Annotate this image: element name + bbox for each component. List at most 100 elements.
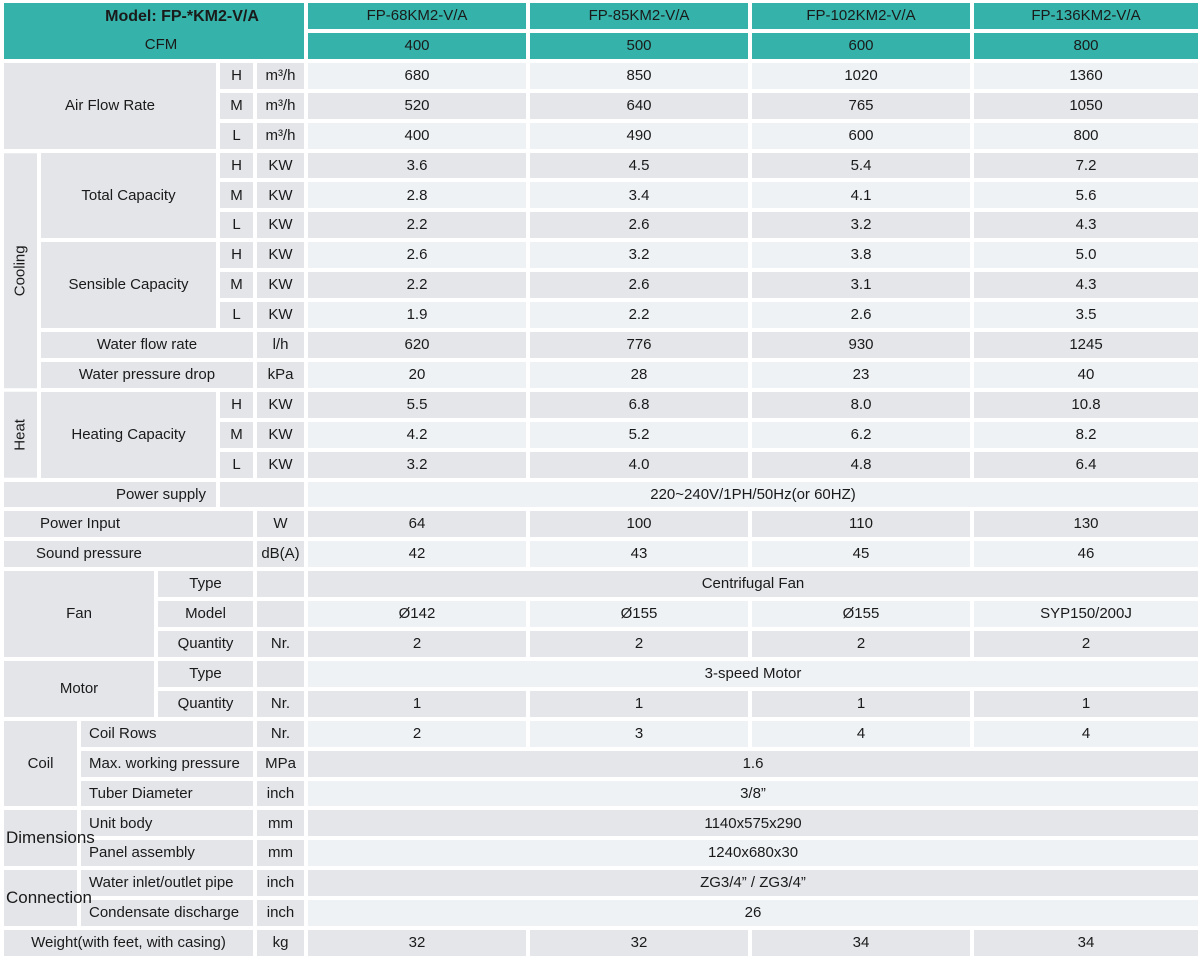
unit-cell: inch xyxy=(257,870,304,897)
value-cell: 4.1 xyxy=(752,182,970,209)
value-cell: 34 xyxy=(752,930,970,956)
section-label-coil: Coil xyxy=(4,720,77,807)
model-series-title: Model: FP-*KM2-V/A xyxy=(105,7,259,25)
value-cell: 42 xyxy=(308,541,526,568)
value-cell: 930 xyxy=(752,331,970,358)
value-cell: 400 xyxy=(308,122,526,149)
table-title-block: Model: FP-*KM2-V/A CFM xyxy=(4,3,304,59)
value-cell: 620 xyxy=(308,331,526,358)
value-cell: 4.3 xyxy=(974,272,1198,299)
value-cell-fan-type: Centrifugal Fan xyxy=(308,571,1198,598)
value-cell: 3.6 xyxy=(308,152,526,179)
value-cell: 3.2 xyxy=(752,212,970,239)
value-cell: 3.5 xyxy=(974,302,1198,328)
value-cell: 2.6 xyxy=(530,272,748,299)
value-cell: 520 xyxy=(308,92,526,119)
unit-cell: kg xyxy=(257,930,304,956)
value-cell: 10.8 xyxy=(974,391,1198,418)
unit-cell: mm xyxy=(257,840,304,867)
unit-cell: KW xyxy=(257,451,304,478)
value-cell-unit-body: 1140x575x290 xyxy=(308,810,1198,837)
value-cell: 4 xyxy=(752,720,970,747)
section-label-motor: Motor xyxy=(4,660,154,717)
value-cell-tuber-diameter: 3/8” xyxy=(308,780,1198,807)
unit-cell: inch xyxy=(257,900,304,927)
unit-cell-empty xyxy=(220,481,304,508)
level-cell: H xyxy=(220,152,253,179)
value-cell: 110 xyxy=(752,511,970,538)
value-cell: 43 xyxy=(530,541,748,568)
level-cell: L xyxy=(220,451,253,478)
row-label-sound-pressure: Sound pressure xyxy=(4,541,253,568)
value-cell: 2.2 xyxy=(308,272,526,299)
row-label-sensible-capacity: Sensible Capacity xyxy=(41,242,216,328)
value-cell: 46 xyxy=(974,541,1198,568)
value-cell: 34 xyxy=(974,930,1198,956)
unit-cell: KW xyxy=(257,391,304,418)
value-cell: 800 xyxy=(974,122,1198,149)
value-cell-max-pressure: 1.6 xyxy=(308,750,1198,777)
unit-cell: Nr. xyxy=(257,631,304,657)
row-label-fan-model: Model xyxy=(158,601,253,628)
value-cell: 23 xyxy=(752,361,970,388)
cfm-value-cell: 600 xyxy=(752,32,970,59)
value-cell-motor-type: 3-speed Motor xyxy=(308,660,1198,687)
value-cell: 45 xyxy=(752,541,970,568)
section-label-cooling: Cooling xyxy=(4,152,37,388)
value-cell: 5.6 xyxy=(974,182,1198,209)
level-cell: M xyxy=(220,421,253,448)
level-cell: H xyxy=(220,391,253,418)
value-cell: Ø142 xyxy=(308,601,526,628)
value-cell: 6.4 xyxy=(974,451,1198,478)
unit-cell: MPa xyxy=(257,750,304,777)
unit-cell: m³/h xyxy=(257,62,304,89)
level-cell: H xyxy=(220,242,253,269)
value-cell: 3.2 xyxy=(530,242,748,269)
value-cell: 5.0 xyxy=(974,242,1198,269)
row-label-coil-rows: Coil Rows xyxy=(81,720,253,747)
unit-cell: KW xyxy=(257,152,304,179)
row-label-max-working-pressure: Max. working pressure xyxy=(81,750,253,777)
value-cell: 1.9 xyxy=(308,302,526,328)
value-cell: 5.5 xyxy=(308,391,526,418)
row-label-tuber-diameter: Tuber Diameter xyxy=(81,780,253,807)
value-cell: 20 xyxy=(308,361,526,388)
row-label-power-supply: Power supply xyxy=(4,481,216,508)
col-header-model: FP-136KM2-V/A xyxy=(974,3,1198,29)
level-cell: M xyxy=(220,92,253,119)
level-cell: M xyxy=(220,182,253,209)
value-cell: 2 xyxy=(974,631,1198,657)
value-cell-condensate: 26 xyxy=(308,900,1198,927)
value-cell: 1 xyxy=(308,690,526,717)
value-cell: 2 xyxy=(530,631,748,657)
row-label-water-pressure-drop: Water pressure drop xyxy=(41,361,253,388)
level-cell: L xyxy=(220,212,253,239)
unit-cell: KW xyxy=(257,242,304,269)
value-cell: 4.5 xyxy=(530,152,748,179)
spec-table: Model: FP-*KM2-V/A CFM FP-68KM2-V/A FP-8… xyxy=(4,3,1198,956)
value-cell: 2 xyxy=(308,720,526,747)
row-label-fan-quantity: Quantity xyxy=(158,631,253,657)
value-cell: 3.1 xyxy=(752,272,970,299)
unit-cell-empty xyxy=(257,601,304,628)
unit-cell: m³/h xyxy=(257,92,304,119)
unit-cell: KW xyxy=(257,272,304,299)
col-header-model: FP-68KM2-V/A xyxy=(308,3,526,29)
row-label-motor-type: Type xyxy=(158,660,253,687)
unit-cell-empty xyxy=(257,571,304,598)
row-label-fan-type: Type xyxy=(158,571,253,598)
level-cell: L xyxy=(220,122,253,149)
row-label-unit-body: Unit body xyxy=(81,810,253,837)
value-cell: 1020 xyxy=(752,62,970,89)
value-cell: 1360 xyxy=(974,62,1198,89)
value-cell: 64 xyxy=(308,511,526,538)
value-cell: 490 xyxy=(530,122,748,149)
cfm-value-cell: 400 xyxy=(308,32,526,59)
col-header-model: FP-102KM2-V/A xyxy=(752,3,970,29)
value-cell: Ø155 xyxy=(752,601,970,628)
value-cell: Ø155 xyxy=(530,601,748,628)
value-cell-panel-assembly: 1240x680x30 xyxy=(308,840,1198,867)
col-header-model: FP-85KM2-V/A xyxy=(530,3,748,29)
unit-cell: l/h xyxy=(257,331,304,358)
unit-cell: KW xyxy=(257,182,304,209)
